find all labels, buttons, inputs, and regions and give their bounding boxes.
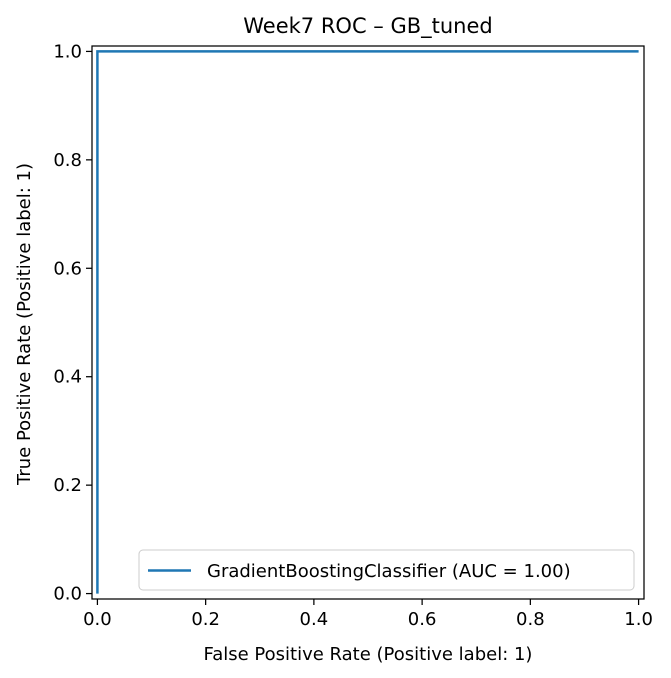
- y-tick-label: 0.4: [53, 367, 82, 388]
- x-axis-label: False Positive Rate (Positive label: 1): [204, 644, 533, 665]
- y-tick-label: 0.0: [53, 584, 82, 605]
- legend-box: [138, 549, 635, 591]
- y-tick-label: 0.8: [53, 150, 82, 171]
- legend: GradientBoostingClassifier (AUC = 1.00): [138, 549, 635, 591]
- plot-area: [96, 50, 639, 594]
- axes: 0.0 0.2 0.4 0.6 0.8 1.0 0.0 0.2 0.4 0.6 0.8 1.0: [53, 41, 653, 630]
- x-tick-label: 0.4: [300, 609, 329, 630]
- legend-entry-label: GradientBoostingClassifier (AUC = 1.00): [207, 561, 571, 582]
- y-axis-label: True Positive Rate (Positive label: 1): [14, 163, 35, 486]
- x-tick-label: 0.2: [191, 609, 220, 630]
- x-tick-label: 1.0: [624, 609, 653, 630]
- y-tick-label: 1.0: [53, 41, 82, 62]
- x-tick-label: 0.6: [408, 609, 437, 630]
- chart-title: Week7 ROC – GB_tuned: [243, 14, 493, 39]
- y-tick-label: 0.2: [53, 475, 82, 496]
- axes-frame: [91, 45, 645, 600]
- x-tick-label: 0.8: [516, 609, 545, 630]
- x-tick-label: 0.0: [83, 609, 112, 630]
- y-tick-label: 0.6: [53, 258, 82, 279]
- series-line-0: [96, 50, 639, 594]
